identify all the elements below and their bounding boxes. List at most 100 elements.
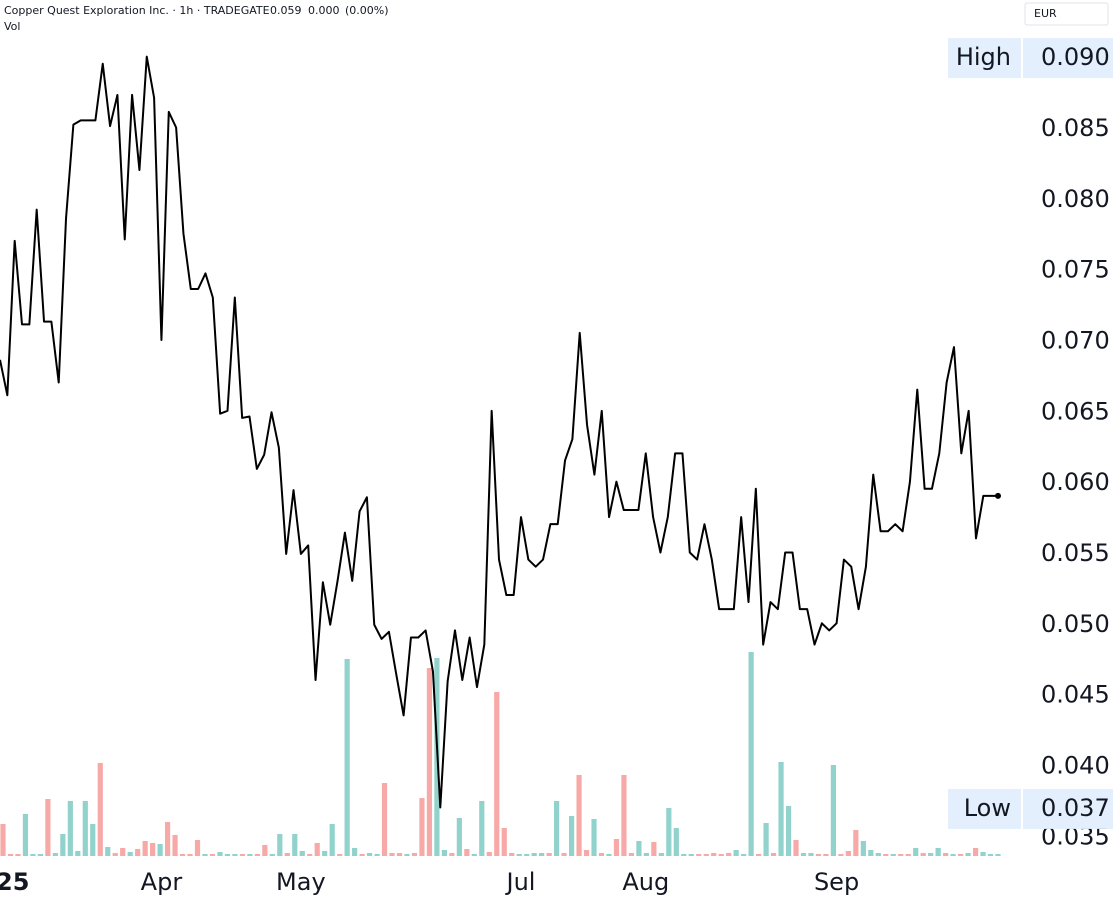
volume-bar	[815, 854, 822, 856]
x-tick-label: Apr	[141, 868, 183, 896]
volume-bar	[845, 851, 851, 856]
volume-bar	[733, 850, 739, 856]
price-axis: 0.0350.0400.0450.0500.0550.0600.0650.070…	[948, 38, 1113, 850]
x-tick-label: 25	[0, 868, 29, 896]
volume-bar	[75, 851, 81, 856]
volume-bar	[621, 775, 627, 856]
volume-bar	[928, 853, 934, 856]
volume-bar	[344, 659, 350, 856]
volume-bar	[22, 814, 29, 856]
x-tick-label: Sep	[814, 868, 859, 896]
volume-bar	[0, 824, 6, 856]
y-tick-label: 0.045	[1041, 681, 1110, 709]
volume-bar	[568, 816, 575, 856]
volume-bar	[741, 854, 747, 856]
high-label: High	[956, 43, 1011, 71]
volume-bar	[239, 854, 245, 856]
volume-bar	[329, 824, 335, 856]
volume-bar	[120, 848, 126, 856]
currency-box[interactable]	[1024, 2, 1109, 26]
volume-bar	[875, 853, 881, 856]
volume-bar	[913, 848, 919, 856]
volume-bar	[830, 765, 837, 856]
volume-bar	[142, 841, 148, 856]
volume-bar	[501, 828, 507, 856]
volume-bar	[389, 853, 395, 856]
change-percent: (0.00%)	[345, 4, 389, 17]
volume-bar	[284, 853, 290, 856]
volume-bar	[105, 847, 111, 856]
volume-bar	[299, 851, 305, 856]
volume-bar	[209, 854, 216, 856]
volume-bar	[269, 854, 275, 856]
volume-bar	[793, 840, 799, 856]
symbol-title: Copper Quest Exploration Inc. · 1h · TRA…	[4, 4, 270, 17]
volume-bar	[591, 819, 597, 856]
volume-bar	[217, 852, 223, 856]
volume-bar	[471, 854, 477, 856]
volume-bar	[224, 854, 231, 856]
volume-bar	[277, 834, 283, 856]
volume-bar	[456, 818, 462, 856]
volume-bar	[411, 853, 418, 856]
volume-bar	[681, 854, 687, 856]
volume-bar	[524, 854, 530, 856]
volume-bar	[314, 843, 320, 856]
volume-bar	[778, 762, 784, 856]
volume-bar	[90, 824, 96, 856]
volume-bar	[980, 852, 986, 856]
volume-bar	[554, 801, 560, 856]
high-value: 0.090	[1041, 43, 1110, 71]
volume-bar	[920, 853, 926, 856]
y-tick-label: 0.065	[1041, 397, 1110, 425]
volume-bar	[232, 854, 238, 856]
volume-bar	[756, 854, 762, 856]
volume-bar	[800, 853, 807, 856]
volume-bar	[606, 854, 612, 856]
volume-bar	[898, 854, 904, 856]
volume-bar	[426, 668, 433, 856]
volume-bar	[987, 854, 994, 856]
volume-bar	[97, 763, 103, 856]
volume-bar	[868, 850, 874, 856]
volume-bar	[957, 854, 964, 856]
volume-bar	[307, 854, 313, 856]
volume-bar	[770, 853, 777, 856]
volume-bar	[890, 854, 896, 856]
y-tick-label: 0.070	[1041, 326, 1110, 354]
price-pane	[0, 55, 1001, 809]
volume-bar	[636, 841, 642, 856]
volume-bar	[613, 839, 620, 856]
volume-bar	[494, 692, 500, 856]
volume-bar	[479, 801, 485, 856]
low-value: 0.037	[1041, 794, 1110, 822]
volume-bar	[37, 854, 44, 856]
currency[interactable]: EUR	[1034, 7, 1057, 20]
volume-bar	[202, 854, 208, 856]
volume-bar	[711, 853, 717, 856]
volume-bar	[509, 853, 515, 856]
y-tick-label: 0.060	[1041, 468, 1110, 496]
volume-bar	[194, 840, 201, 856]
volume-bar	[374, 854, 380, 856]
volume-bar	[539, 853, 545, 856]
volume-bar	[598, 853, 605, 856]
volume-bar	[366, 853, 373, 856]
volume-bar	[943, 853, 949, 856]
volume-bar	[127, 852, 133, 856]
volume-bar	[441, 850, 447, 856]
volume-bar	[15, 854, 21, 856]
volume-bar	[52, 853, 58, 856]
volume-bar	[583, 850, 590, 856]
volume-bar	[561, 853, 567, 856]
low-badge	[948, 788, 1113, 829]
volume-bar	[576, 775, 582, 856]
volume-pane	[0, 652, 1001, 856]
y-tick-label: 0.055	[1041, 539, 1110, 567]
volume-bar	[67, 801, 73, 856]
volume-bar	[883, 854, 889, 856]
volume-bar	[688, 854, 694, 856]
volume-bar	[112, 853, 118, 856]
volume-bar	[30, 854, 36, 856]
